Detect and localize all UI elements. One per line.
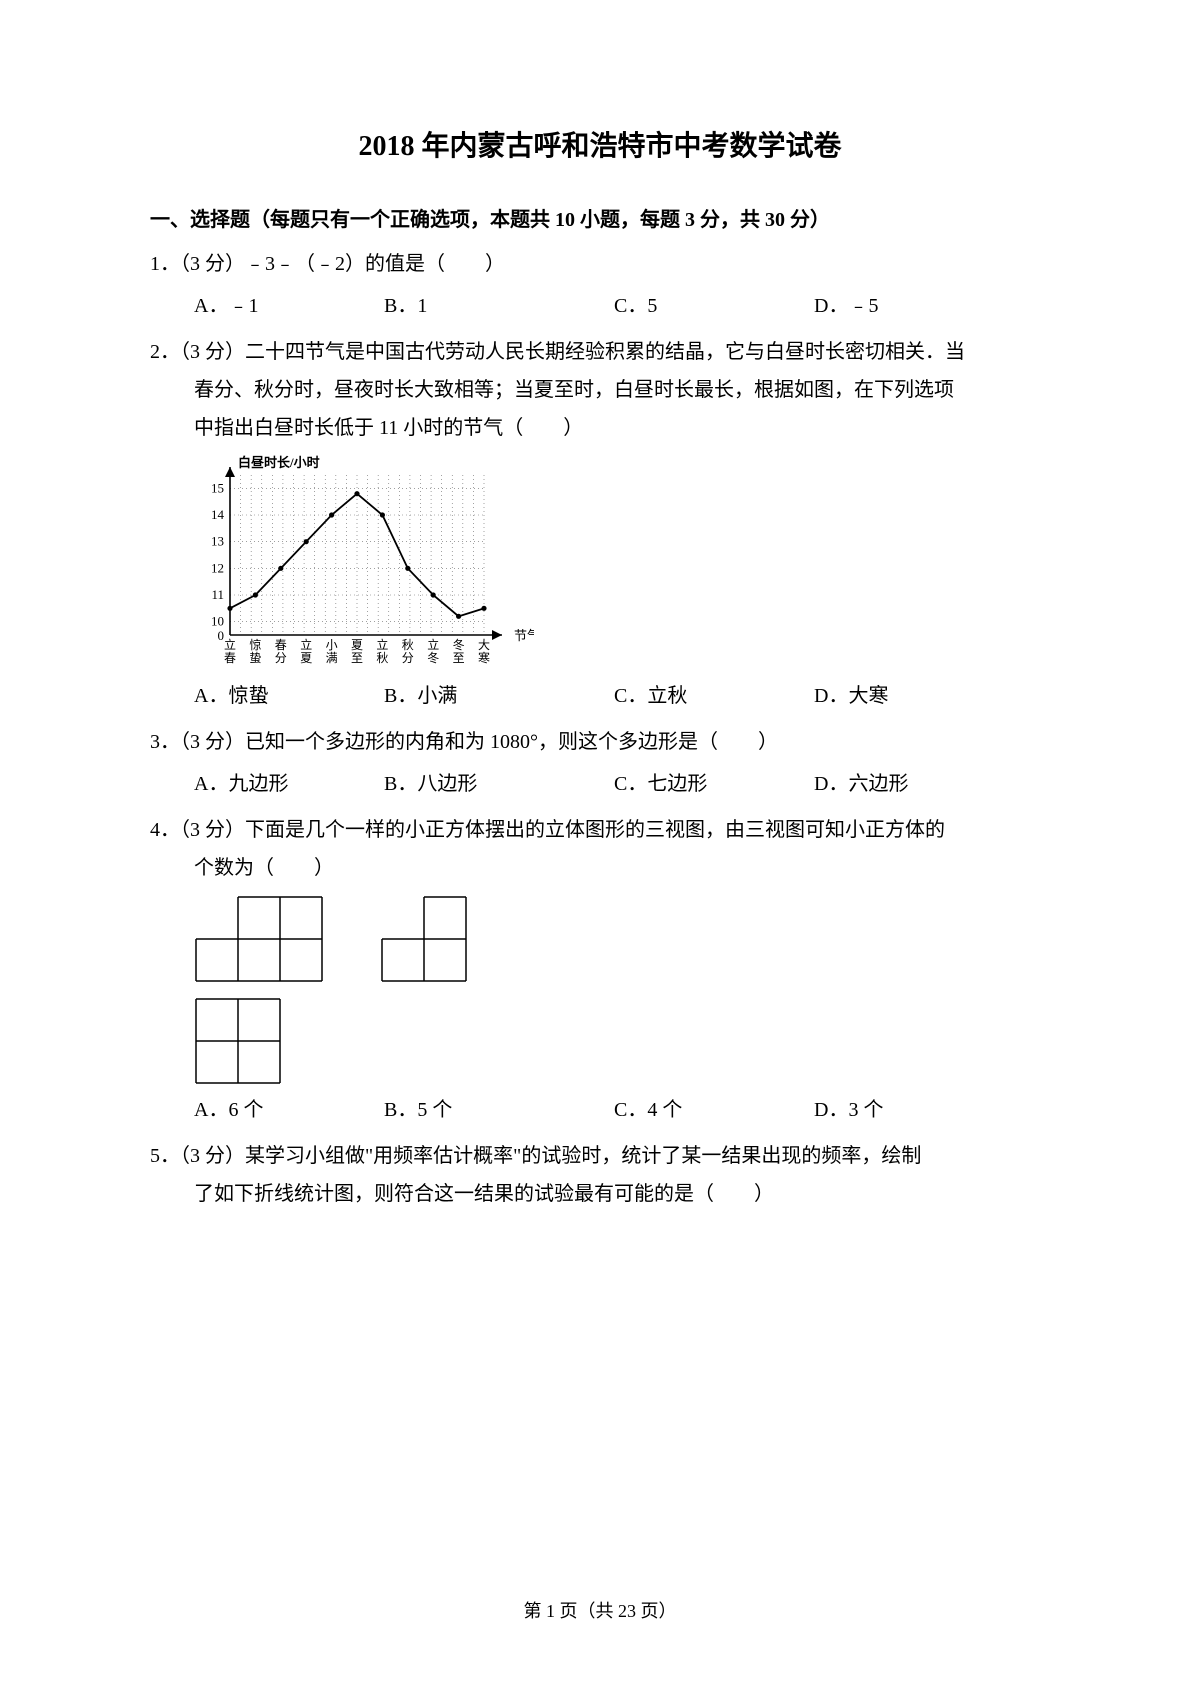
- svg-text:秋: 秋: [376, 651, 388, 665]
- svg-text:分: 分: [275, 651, 287, 665]
- q2-opt-d: D．大寒: [814, 677, 888, 715]
- svg-text:立: 立: [224, 637, 236, 652]
- svg-text:蛰: 蛰: [249, 651, 261, 665]
- q2-options: A．惊蛰 B．小满 C．立秋 D．大寒: [150, 677, 1050, 715]
- svg-text:立: 立: [376, 637, 388, 652]
- q2-opt-c: C．立秋: [614, 677, 814, 715]
- svg-text:节气: 节气: [514, 628, 534, 643]
- q3-options: A．九边形 B．八边形 C．七边形 D．六边形: [150, 765, 1050, 803]
- svg-text:10: 10: [211, 614, 224, 629]
- q4-stem-line2: 个数为（ ）: [150, 849, 1050, 887]
- svg-text:秋: 秋: [402, 638, 414, 652]
- q2-stem-line2: 春分、秋分时，昼夜时长大致相等；当夏至时，白昼时长最长，根据如图，在下列选项: [150, 371, 1050, 409]
- svg-text:分: 分: [402, 651, 414, 665]
- q3-opt-d: D．六边形: [814, 765, 908, 803]
- q3-stem: 3．（3 分）已知一个多边形的内角和为 1080°，则这个多边形是（ ）: [150, 723, 1050, 761]
- svg-text:至: 至: [453, 651, 465, 665]
- q1-stem: 1．（3 分）﹣3﹣（﹣2）的值是（ ）: [150, 245, 1050, 283]
- question-2: 2．（3 分）二十四节气是中国古代劳动人民长期经验积累的结晶，它与白昼时长密切相…: [150, 333, 1050, 715]
- q1-opt-b: B．1: [384, 287, 614, 325]
- svg-text:大: 大: [478, 638, 490, 652]
- q1-opt-a: A．﹣1: [194, 287, 384, 325]
- three-view-svg: [194, 895, 468, 1085]
- svg-text:13: 13: [211, 534, 224, 549]
- section-header: 一、选择题（每题只有一个正确选项，本题共 10 小题，每题 3 分，共 30 分…: [150, 201, 1050, 239]
- q5-stem-line1: 5．（3 分）某学习小组做"用频率估计概率"的试验时，统计了某一结果出现的频率，…: [150, 1137, 1050, 1175]
- q2-opt-b: B．小满: [384, 677, 614, 715]
- q3-opt-c: C．七边形: [614, 765, 814, 803]
- q2-opt-a: A．惊蛰: [194, 677, 384, 715]
- q1-opt-d: D．﹣5: [814, 287, 878, 325]
- svg-text:立: 立: [300, 637, 312, 652]
- q3-opt-b: B．八边形: [384, 765, 614, 803]
- q4-stem-line1: 4．（3 分）下面是几个一样的小正方体摆出的立体图形的三视图，由三视图可知小正方…: [150, 811, 1050, 849]
- svg-text:14: 14: [211, 507, 225, 522]
- page-footer: 第 1 页（共 23 页）: [0, 1594, 1200, 1628]
- svg-text:至: 至: [351, 651, 363, 665]
- question-1: 1．（3 分）﹣3﹣（﹣2）的值是（ ） A．﹣1 B．1 C．5 D．﹣5: [150, 245, 1050, 325]
- page-title: 2018 年内蒙古呼和浩特市中考数学试卷: [150, 120, 1050, 173]
- svg-text:15: 15: [211, 481, 224, 496]
- svg-text:11: 11: [211, 587, 224, 602]
- q2-stem-line3: 中指出白昼时长低于 11 小时的节气（ ）: [150, 409, 1050, 447]
- q4-opt-c: C．4 个: [614, 1091, 814, 1129]
- q1-opt-c: C．5: [614, 287, 814, 325]
- svg-text:寒: 寒: [478, 650, 490, 665]
- svg-text:冬: 冬: [427, 650, 439, 665]
- q2-chart: 白昼时长/小时1011121314150立春惊蛰春分立夏小满夏至立秋秋分立冬冬至…: [150, 453, 1050, 673]
- svg-text:小: 小: [326, 638, 338, 652]
- question-5: 5．（3 分）某学习小组做"用频率估计概率"的试验时，统计了某一结果出现的频率，…: [150, 1137, 1050, 1213]
- svg-text:立: 立: [427, 637, 439, 652]
- q1-options: A．﹣1 B．1 C．5 D．﹣5: [150, 287, 1050, 325]
- q3-opt-a: A．九边形: [194, 765, 384, 803]
- svg-text:夏: 夏: [351, 638, 363, 652]
- q4-opt-b: B．5 个: [384, 1091, 614, 1129]
- daylight-chart-svg: 白昼时长/小时1011121314150立春惊蛰春分立夏小满夏至立秋秋分立冬冬至…: [194, 453, 534, 673]
- svg-text:惊: 惊: [249, 637, 261, 652]
- svg-text:春: 春: [224, 651, 236, 665]
- question-3: 3．（3 分）已知一个多边形的内角和为 1080°，则这个多边形是（ ） A．九…: [150, 723, 1050, 803]
- q4-options: A．6 个 B．5 个 C．4 个 D．3 个: [150, 1091, 1050, 1129]
- question-4: 4．（3 分）下面是几个一样的小正方体摆出的立体图形的三视图，由三视图可知小正方…: [150, 811, 1050, 1129]
- svg-text:夏: 夏: [300, 651, 312, 665]
- svg-text:春: 春: [275, 638, 287, 652]
- q4-three-views: [150, 895, 1050, 1085]
- svg-text:冬: 冬: [453, 637, 465, 652]
- svg-text:满: 满: [326, 651, 338, 665]
- svg-text:白昼时长/小时: 白昼时长/小时: [238, 455, 320, 470]
- q5-stem-line2: 了如下折线统计图，则符合这一结果的试验最有可能的是（ ）: [150, 1175, 1050, 1213]
- q4-opt-d: D．3 个: [814, 1091, 883, 1129]
- svg-text:12: 12: [211, 561, 224, 576]
- q4-opt-a: A．6 个: [194, 1091, 384, 1129]
- q2-stem-line1: 2．（3 分）二十四节气是中国古代劳动人民长期经验积累的结晶，它与白昼时长密切相…: [150, 333, 1050, 371]
